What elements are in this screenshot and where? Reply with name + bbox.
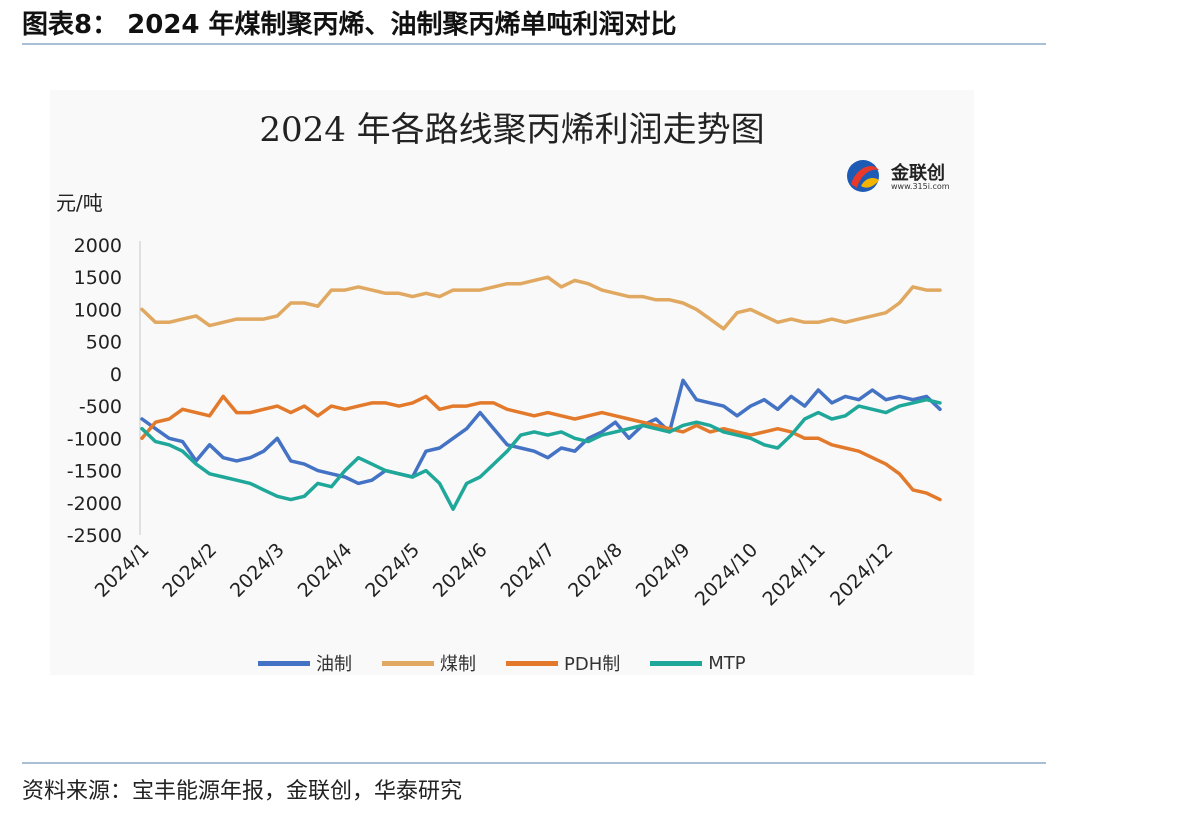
series-line-oil xyxy=(140,378,942,486)
y-tick-label: 500 xyxy=(86,332,122,354)
x-tick-label: 2024/9 xyxy=(632,539,695,602)
legend-item-coal: 煤制 xyxy=(382,650,476,676)
y-tick-label: -1000 xyxy=(67,428,122,450)
logo-mark-icon xyxy=(847,160,879,192)
chart-legend: 油制 煤制 PDH制 MTP xyxy=(258,650,746,676)
legend-label-coal: 煤制 xyxy=(440,654,476,675)
y-tick-label: -500 xyxy=(79,396,122,418)
legend-item-mtp: MTP xyxy=(650,650,746,676)
y-tick-label: 2000 xyxy=(74,235,122,257)
chart-panel: 2024 年各路线聚丙烯利润走势图 金联创 www.315i.com 元/吨 2… xyxy=(50,90,974,675)
x-tick-label: 2024/4 xyxy=(294,539,357,602)
x-tick-label: 2024/12 xyxy=(826,539,897,610)
legend-item-oil: 油制 xyxy=(258,650,352,676)
chart-title: 2024 年各路线聚丙烯利润走势图 xyxy=(259,110,765,150)
x-tick-label: 2024/5 xyxy=(361,539,424,602)
figure-title: 图表8： 2024 年煤制聚丙烯、油制聚丙烯单吨利润对比 xyxy=(22,10,677,40)
source-note: 资料来源：宝丰能源年报，金联创，华泰研究 xyxy=(22,779,463,804)
legend-swatch-pdh xyxy=(506,660,558,666)
jinlianchuang-logo: 金联创 www.315i.com xyxy=(843,156,983,196)
series-line-coal xyxy=(140,275,942,331)
top-rule xyxy=(22,43,1046,45)
x-tick-label: 2024/7 xyxy=(496,539,559,602)
x-tick-label: 2024/1 xyxy=(91,539,154,602)
legend-label-oil: 油制 xyxy=(316,654,352,675)
legend-label-pdh: PDH制 xyxy=(564,654,621,675)
series-line-mtp xyxy=(140,397,942,511)
y-axis-label: 元/吨 xyxy=(56,191,103,215)
y-tick-label: -1500 xyxy=(67,461,122,483)
logo-name: 金联创 xyxy=(891,163,945,184)
line-chart-plot: 2000 1500 1000 500 0 -500 -1000 -1500 -2000 -2500… xyxy=(67,235,942,610)
y-tick-label: 1000 xyxy=(74,299,122,321)
y-tick-label: -2500 xyxy=(67,525,122,547)
series-line-pdh xyxy=(140,394,942,502)
legend-item-pdh: PDH制 xyxy=(506,650,620,676)
legend-swatch-oil xyxy=(258,660,310,666)
x-tick-label: 2024/6 xyxy=(429,539,492,602)
x-tick-label: 2024/11 xyxy=(758,539,829,610)
legend-swatch-coal xyxy=(382,660,434,666)
logo-url: www.315i.com xyxy=(891,182,950,191)
x-tick-label: 2024/8 xyxy=(564,539,627,602)
x-tick-label: 2024/10 xyxy=(691,539,762,610)
y-tick-label: 1500 xyxy=(74,267,122,289)
legend-swatch-mtp xyxy=(650,660,703,666)
legend-label-mtp: MTP xyxy=(708,652,746,674)
x-tick-label: 2024/2 xyxy=(158,539,221,602)
y-tick-label: -2000 xyxy=(67,493,122,515)
x-tick-label: 2024/3 xyxy=(226,539,289,602)
y-tick-label: 0 xyxy=(110,364,122,386)
bottom-rule xyxy=(22,762,1046,764)
